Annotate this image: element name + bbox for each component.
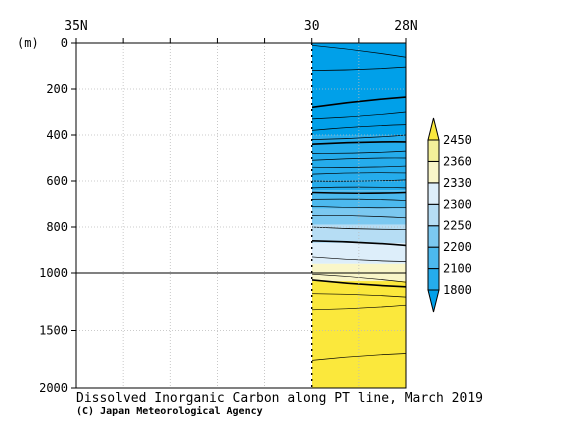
y-tick-label: 400 — [46, 128, 68, 142]
contour-line — [312, 215, 406, 219]
colorbar-label: 2100 — [443, 262, 472, 276]
contour-line — [312, 150, 406, 154]
x-axis: 35N 30 28N — [64, 19, 418, 43]
x-tick-label: 28N — [394, 19, 417, 34]
colorbar-label: 2360 — [443, 154, 472, 168]
y-tick-label: 2000 — [39, 381, 68, 395]
chart-credit: (C) Japan Meteorological Agency — [76, 406, 263, 417]
y-tick-label: 800 — [46, 220, 68, 234]
contour-line — [312, 240, 406, 247]
colorbar-swatch — [427, 225, 440, 248]
contour-line — [312, 279, 406, 288]
colorbar-label: 2330 — [443, 176, 472, 190]
y-unit-label: (m) — [17, 36, 39, 50]
colorbar-label: 2250 — [443, 219, 472, 233]
y-tick-label: 600 — [46, 174, 68, 188]
plot-frame — [75, 42, 407, 389]
contour-line — [312, 66, 406, 71]
y-axis: 0 200 400 600 800 1000 1500 2000 — [39, 36, 76, 395]
contour-line — [312, 96, 406, 109]
colorbar-label: 1800 — [443, 283, 472, 297]
dic-band-2360-2450 — [312, 263, 406, 282]
colorbar-label: 2200 — [443, 240, 472, 254]
gridlines — [76, 43, 406, 388]
contour-line — [312, 226, 406, 230]
contour-line — [312, 44, 406, 58]
colorbar-label: 2450 — [443, 133, 472, 147]
contour-line — [312, 304, 406, 311]
colorbar-swatch — [427, 246, 440, 270]
colorbar-swatch — [427, 139, 440, 162]
y-tick-label: 1500 — [39, 324, 68, 338]
colorbar-extend-high — [427, 117, 440, 141]
y-tick-label: 1000 — [39, 266, 68, 280]
y-tick-label: 0 — [61, 36, 68, 50]
colorbar: 1800 2100 2200 2250 2300 2330 2360 2450 — [427, 117, 472, 313]
contour-line — [312, 165, 406, 168]
colorbar-swatch — [427, 203, 440, 227]
y-tick-label: 200 — [46, 82, 68, 96]
contour-line — [312, 205, 406, 209]
contour-line — [312, 134, 406, 140]
x-tick-label: 30 — [304, 19, 320, 34]
contour-line — [312, 157, 406, 161]
contour-line — [312, 111, 406, 120]
x-tick-label: 35N — [64, 19, 87, 34]
contour-line — [312, 293, 406, 298]
colorbar-swatch — [427, 182, 440, 205]
colorbar-swatch — [427, 268, 440, 291]
chart-title: Dissolved Inorganic Carbon along PT line… — [76, 391, 483, 406]
contour-line — [312, 353, 406, 361]
contour-line — [312, 124, 406, 131]
dic-band-2250-2300 — [312, 208, 406, 225]
colorbar-label: 2300 — [443, 197, 472, 211]
colorbar-swatch — [427, 160, 440, 184]
